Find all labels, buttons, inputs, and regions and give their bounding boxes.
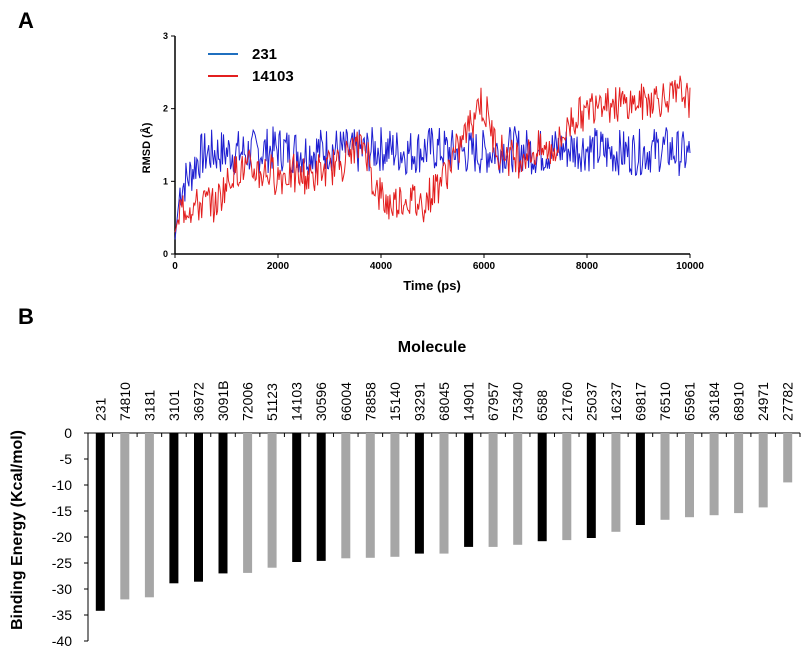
bar-category-label: 24971 xyxy=(755,382,771,421)
bar-y-axis-label: Binding Energy (Kcal/mol) xyxy=(9,430,26,630)
bar-y-tick-label: -15 xyxy=(52,503,72,519)
legend-label-14103: 14103 xyxy=(252,68,294,85)
bar-14103 xyxy=(292,433,302,562)
bar-6588 xyxy=(537,433,547,542)
bar-category-label: 25037 xyxy=(583,382,599,421)
bar-y-tick-label: -25 xyxy=(52,555,72,571)
bar-16237 xyxy=(611,433,621,532)
line-chart-axes: 0 2000 4000 6000 8000 10000 0 1 2 3 xyxy=(163,31,704,272)
bar-51123 xyxy=(267,433,277,568)
bar-category-label: 16237 xyxy=(608,382,624,421)
bar-231 xyxy=(95,433,105,611)
line-x-tick-label: 8000 xyxy=(576,261,599,272)
bar-category-label: 3181 xyxy=(141,390,157,421)
bar-category-label: 69817 xyxy=(632,382,648,421)
bar-chart-title: Molecule xyxy=(398,339,467,356)
bar-21760 xyxy=(562,433,572,541)
bar-72006 xyxy=(243,433,253,573)
bar-category-label: 6588 xyxy=(534,390,550,421)
bar-category-label: 30596 xyxy=(313,382,329,421)
line-y-tick-label: 3 xyxy=(163,31,168,41)
bar-68910 xyxy=(734,433,744,514)
line-x-tick-label: 10000 xyxy=(676,261,704,272)
line-chart-series xyxy=(174,75,691,240)
bar-66004 xyxy=(341,433,351,559)
line-x-tick-label: 2000 xyxy=(267,261,290,272)
line-y-tick-label: 1 xyxy=(163,176,168,186)
line-y-axis-label: RMSD (Å) xyxy=(140,122,153,173)
bar-93291 xyxy=(414,433,424,554)
bar-68045 xyxy=(439,433,449,554)
bar-category-label: 65961 xyxy=(682,382,698,421)
bar-15140 xyxy=(390,433,400,557)
bar-category-label: 36184 xyxy=(706,382,722,421)
bar-27782 xyxy=(783,433,793,483)
bar-76510 xyxy=(660,433,670,520)
bar-30596 xyxy=(316,433,326,561)
bar-category-label: 68910 xyxy=(731,382,747,421)
bar-category-label: 66004 xyxy=(338,382,354,421)
bar-category-label: 75340 xyxy=(510,382,526,421)
line-series-231 xyxy=(174,126,691,240)
bar-chart-bars xyxy=(95,433,793,611)
rmsd-line-chart: 0 2000 4000 6000 8000 10000 0 1 2 3 231 14103 Time… xyxy=(140,31,704,293)
line-x-tick-label: 0 xyxy=(172,261,178,272)
bar-25037 xyxy=(586,433,596,538)
bar-y-tick-label: -40 xyxy=(52,633,72,649)
bar-category-label: 3101 xyxy=(166,390,182,421)
bar-3101 xyxy=(169,433,179,584)
bar-category-label: 51123 xyxy=(264,383,280,421)
legend-label-231: 231 xyxy=(252,46,277,63)
bar-category-label: 231 xyxy=(92,397,108,421)
bar-74810 xyxy=(120,433,130,600)
bar-24971 xyxy=(758,433,768,508)
bar-y-tick-label: -30 xyxy=(52,581,72,597)
bar-category-label: 21760 xyxy=(559,382,575,421)
bar-69817 xyxy=(635,433,645,525)
bar-3181 xyxy=(144,433,154,598)
bar-78858 xyxy=(365,433,375,558)
bar-category-label: 74810 xyxy=(117,382,133,421)
bar-65961 xyxy=(685,433,694,518)
bar-category-label: 36972 xyxy=(190,382,206,421)
bar-36184 xyxy=(709,433,719,516)
line-y-tick-label: 2 xyxy=(163,104,168,114)
line-series-14103 xyxy=(174,75,691,233)
bar-y-tick-label: -20 xyxy=(52,529,72,545)
bar-category-label: 67957 xyxy=(485,382,501,421)
line-chart-legend: 231 14103 xyxy=(208,46,294,85)
bar-y-tick-label: -10 xyxy=(52,477,72,493)
bar-category-label: 14901 xyxy=(461,382,477,421)
line-y-tick-label: 0 xyxy=(163,249,168,259)
bar-y-tick-label: 0 xyxy=(64,425,72,441)
line-x-axis-label: Time (ps) xyxy=(403,278,461,293)
bar-36972 xyxy=(194,433,203,582)
bar-category-label: 72006 xyxy=(240,382,256,421)
bar-3091B xyxy=(218,433,228,574)
bar-14901 xyxy=(464,433,474,547)
bar-category-label: 78858 xyxy=(362,382,378,421)
bar-75340 xyxy=(513,433,523,545)
bar-y-tick-label: -35 xyxy=(52,607,72,623)
bar-category-label: 76510 xyxy=(657,382,673,421)
bar-y-tick-label: -5 xyxy=(60,451,73,467)
line-x-tick-label: 4000 xyxy=(370,261,393,272)
line-x-tick-label: 6000 xyxy=(473,261,496,272)
bar-chart-category-labels: 231 74810 3181 3101 36972 3091B 72006 51123 1410… xyxy=(92,381,795,421)
panel-b-label: B xyxy=(18,304,34,329)
bar-category-label: 93291 xyxy=(411,382,427,421)
panel-a-label: A xyxy=(18,8,34,33)
bar-67957 xyxy=(488,433,498,547)
bar-category-label: 3091B xyxy=(215,381,231,421)
bar-category-label: 15140 xyxy=(387,382,403,421)
bar-category-label: 27782 xyxy=(780,382,796,421)
bar-category-label: 14103 xyxy=(289,382,305,421)
bar-category-label: 68045 xyxy=(436,382,452,421)
